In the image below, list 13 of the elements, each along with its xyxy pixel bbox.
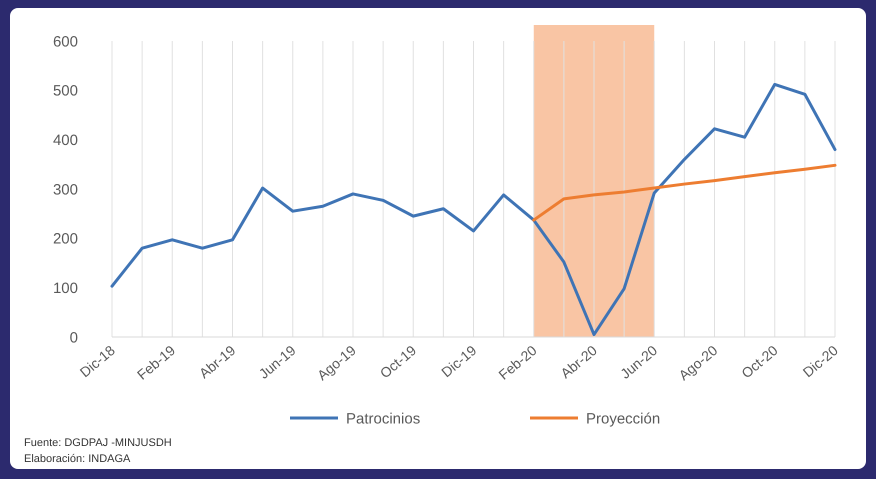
- y-tick-label: 200: [52, 230, 78, 248]
- source-note: Fuente: DGDPAJ -MINJUSDH: [24, 437, 172, 449]
- legend-label: Proyección: [586, 410, 660, 428]
- y-tick-label: 0: [70, 329, 78, 346]
- legend-label: Patrocinios: [346, 410, 420, 428]
- y-tick-label: 400: [52, 132, 78, 149]
- y-tick-label: 500: [52, 82, 78, 100]
- y-tick-label: 600: [52, 33, 78, 50]
- text: Elaboración: INDAGA: [24, 453, 132, 465]
- line-series: [110, 82, 836, 336]
- line-series: [532, 164, 836, 222]
- y-tick-label: 300: [52, 181, 78, 198]
- y-tick-label: 100: [52, 280, 78, 297]
